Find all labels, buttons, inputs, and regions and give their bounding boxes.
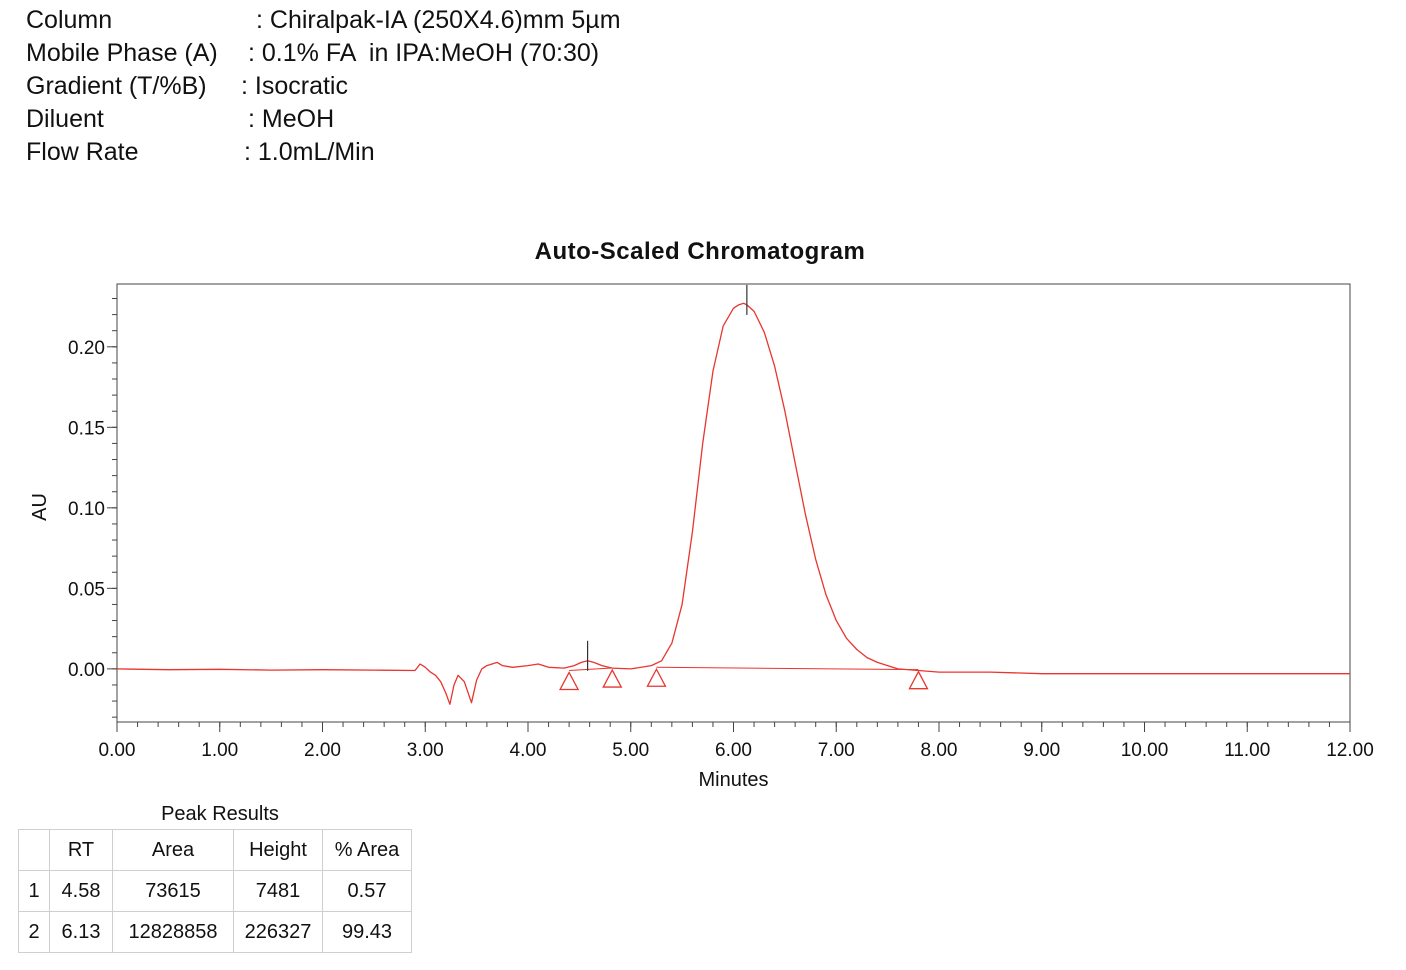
table-cell: 226327 <box>233 911 323 953</box>
method-value: : Isocratic <box>241 72 348 100</box>
table-row: 2 6.13 12828858 226327 99.43 <box>18 911 412 953</box>
integration-marker-triangle <box>602 668 623 688</box>
column-header: Height <box>233 829 323 871</box>
method-label: Column <box>26 6 113 34</box>
x-tick-label: 11.00 <box>1224 740 1270 761</box>
table-cell: 0.57 <box>322 870 412 912</box>
chromatogram-trace <box>116 302 1350 705</box>
table-cell: 4.58 <box>49 870 113 912</box>
table-header-row: RT Area Height % Area <box>18 829 412 871</box>
column-header <box>18 829 50 871</box>
integration-baseline <box>569 667 613 671</box>
x-tick-label: 7.00 <box>818 740 855 761</box>
table-cell: 99.43 <box>322 911 412 953</box>
table-cell: 2 <box>18 911 50 953</box>
results-caption: Peak Results <box>161 803 279 825</box>
method-value: : Chiralpak-IA (250X4.6)mm 5µm <box>256 6 621 34</box>
x-tick-label: 9.00 <box>1023 740 1060 761</box>
x-tick-label: 4.00 <box>510 740 547 761</box>
x-tick-label: 3.00 <box>407 740 444 761</box>
column-header: % Area <box>322 829 412 871</box>
chart-title: Auto-Scaled Chromatogram <box>534 238 866 265</box>
integration-marker-triangle <box>908 670 929 690</box>
x-tick-label: 0.00 <box>99 740 136 761</box>
x-axis-label: Minutes <box>698 769 768 791</box>
column-header: Area <box>112 829 234 871</box>
table-row: 1 4.58 73615 7481 0.57 <box>18 870 412 912</box>
method-label: Gradient (T/%B) <box>26 72 207 100</box>
method-value: : 0.1% FA in IPA:MeOH (70:30) <box>248 39 600 67</box>
table-cell: 6.13 <box>49 911 113 953</box>
x-tick-label: 10.00 <box>1121 740 1169 761</box>
y-tick-label: 0.10 <box>68 499 105 520</box>
peak-results-table: RT Area Height % Area 1 4.58 73615 7481 … <box>18 829 412 953</box>
table-cell: 12828858 <box>112 911 234 953</box>
method-label: Diluent <box>26 105 104 133</box>
integration-baseline <box>656 666 919 671</box>
method-info: Column : Chiralpak-IA (250X4.6)mm 5µm Mo… <box>26 4 621 169</box>
method-value: : MeOH <box>248 105 335 133</box>
chromatogram-chart: 0.00 1.00 2.00 3.00 4.00 5.00 6.00 7.00 8.00 9.00… <box>29 283 1374 791</box>
method-row-gradient: Gradient (T/%B) : Isocratic <box>26 70 348 103</box>
method-value: : 1.0mL/Min <box>244 138 375 166</box>
column-header: RT <box>49 829 113 871</box>
method-label: Flow Rate <box>26 138 139 166</box>
y-tick-label: 0.00 <box>68 660 105 681</box>
method-row-diluent: Diluent : MeOH <box>26 103 334 136</box>
plot-frame <box>116 283 1351 723</box>
table-cell: 7481 <box>233 870 323 912</box>
x-tick-label: 1.00 <box>201 740 238 761</box>
x-tick-label: 6.00 <box>715 740 752 761</box>
method-row-mobile-phase: Mobile Phase (A) : 0.1% FA in IPA:MeOH (… <box>26 37 599 70</box>
table-cell: 73615 <box>112 870 234 912</box>
y-tick-label: 0.15 <box>68 418 105 439</box>
method-row-flow-rate: Flow Rate : 1.0mL/Min <box>26 136 375 169</box>
y-tick-label: 0.20 <box>68 338 105 359</box>
integration-marker-triangle <box>646 667 667 687</box>
x-tick-label: 12.00 <box>1326 740 1374 761</box>
method-row-column: Column : Chiralpak-IA (250X4.6)mm 5µm <box>26 4 621 37</box>
y-axis-label: AU <box>29 493 51 521</box>
integration-marker-triangle <box>559 671 580 691</box>
method-label: Mobile Phase (A) <box>26 39 218 67</box>
y-tick-label: 0.05 <box>68 579 105 600</box>
x-tick-label: 5.00 <box>612 740 649 761</box>
x-tick-label: 2.00 <box>304 740 341 761</box>
x-tick-label: 8.00 <box>921 740 958 761</box>
table-cell: 1 <box>18 870 50 912</box>
